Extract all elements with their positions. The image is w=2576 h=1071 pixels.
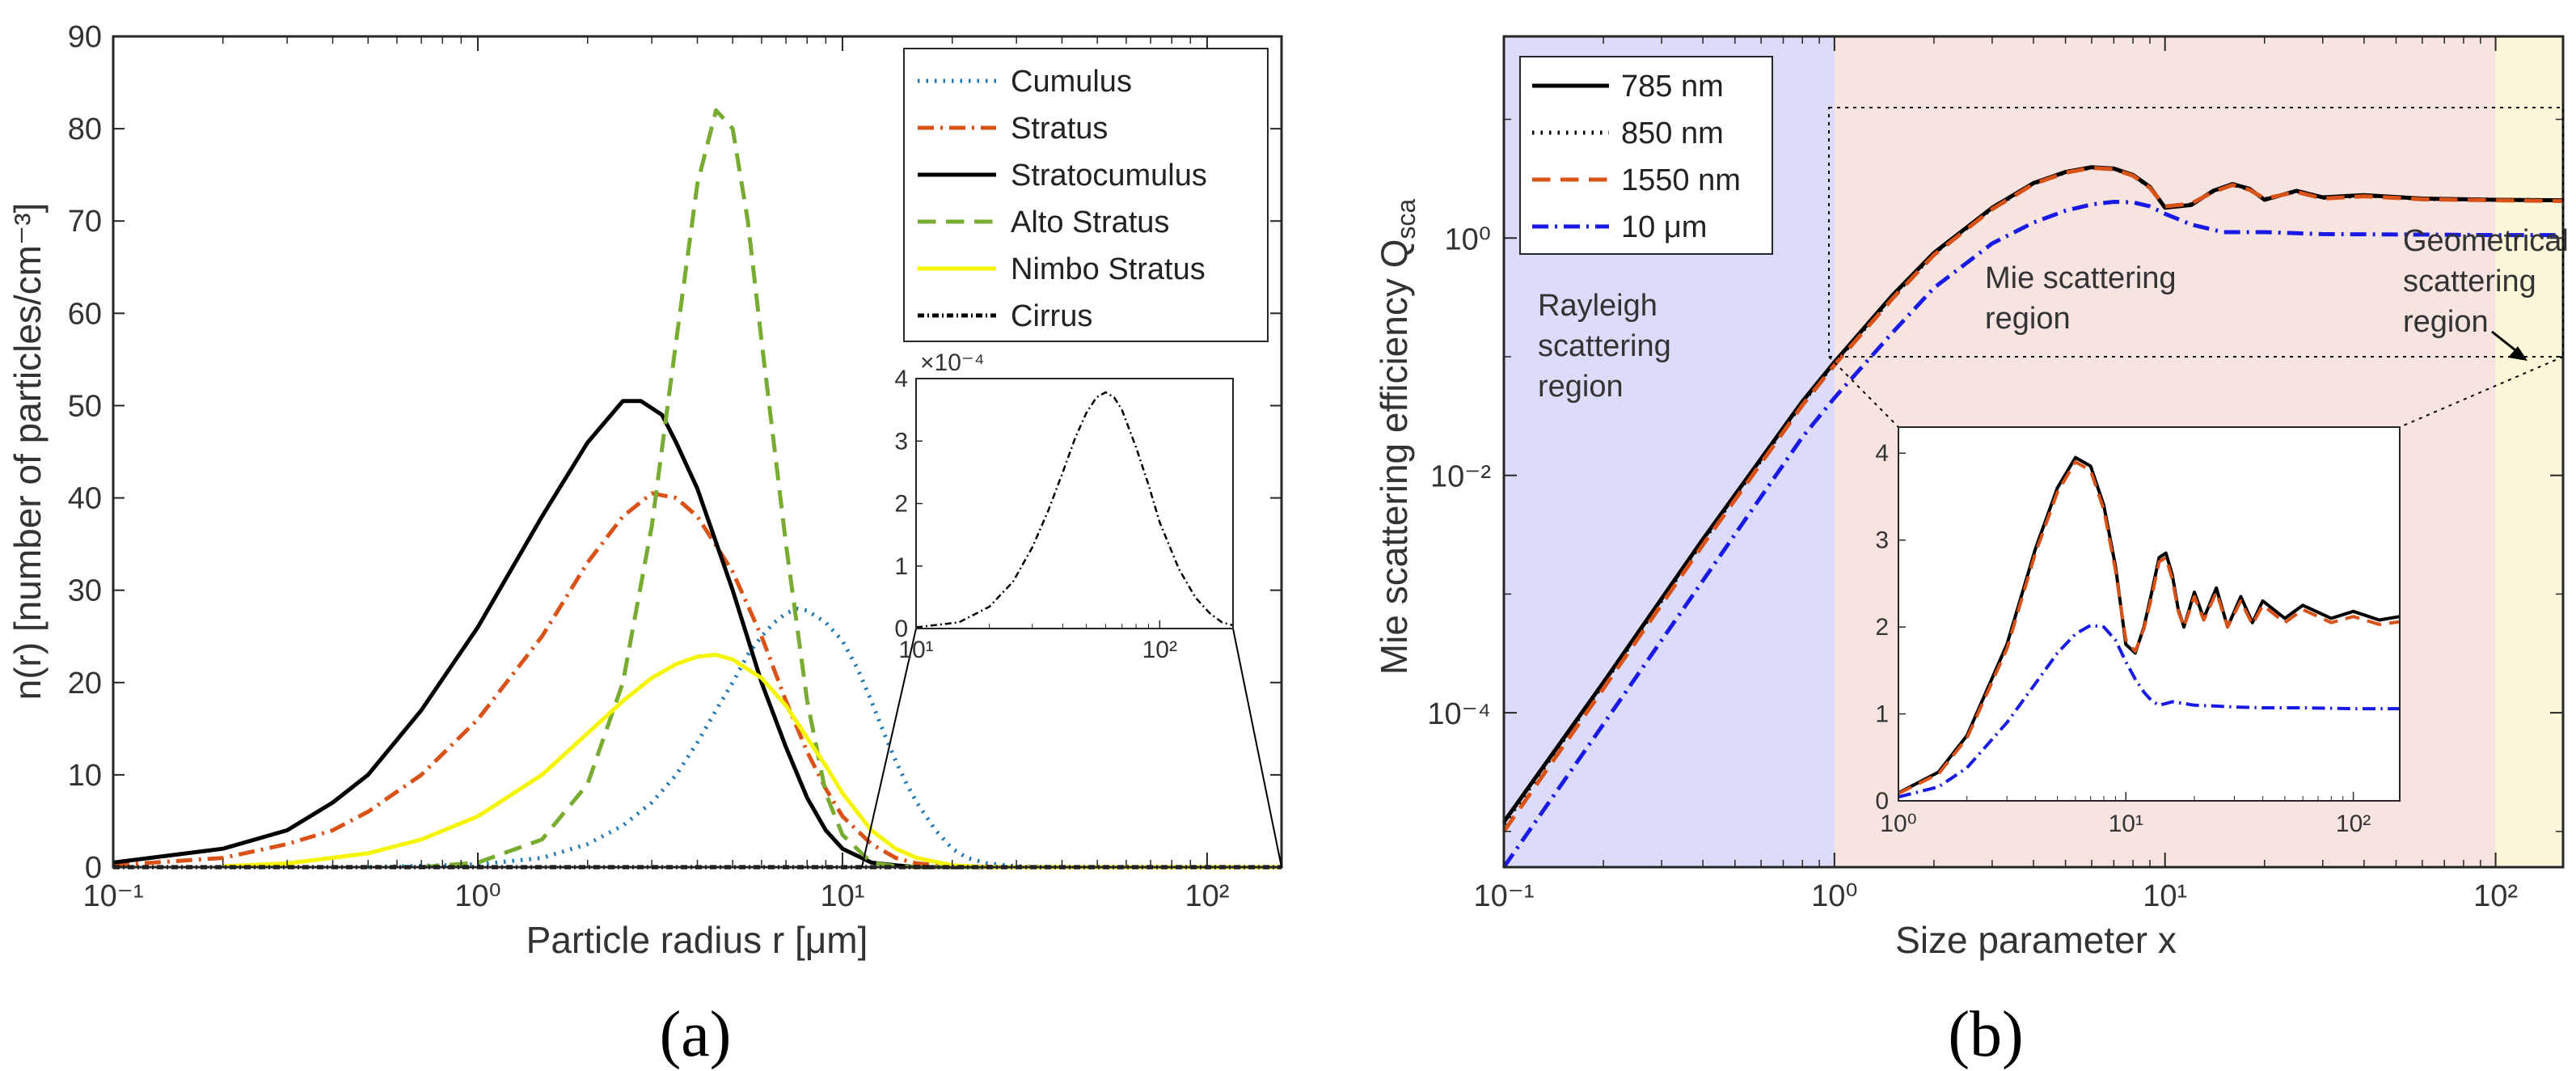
panel-a-inset-y-tick-1: 1 (894, 553, 908, 580)
panel-a-y-tick-80: 80 (68, 112, 102, 146)
panel-b-y-tick-10: 10⁻² (1430, 460, 1491, 494)
panel-a-legend-label-stratocumulus: Stratocumulus (1011, 159, 1207, 193)
panel-b-zoom-rect (1828, 107, 2564, 358)
panel-b-legend-label-850-nm: 850 nm (1621, 116, 1724, 150)
panel-b-y-axis-title: Mie scattering efficiency Qsca (1373, 199, 1421, 675)
panel-a-legend: Cumulus Stratus Stratocumulus Alto Stratus N… (903, 48, 1269, 342)
panel-a-y-tick-60: 60 (68, 297, 102, 331)
panel-a-y-tick-70: 70 (68, 205, 102, 239)
panel-a-y-tick-30: 30 (68, 574, 102, 608)
panel-a-x-axis-title: Particle radius r [μm] (526, 919, 868, 961)
panel-a-inset-y-tick-2: 2 (894, 491, 908, 518)
panel-b-legend-label-10-m: 10 μm (1621, 210, 1707, 244)
panel-b-legend-label-1550-nm: 1550 nm (1621, 163, 1741, 197)
panel-b-inset-series-10-m (1898, 624, 2400, 799)
panel-b-legend: 785 nm 850 nm 1550 nm 10 μm (1519, 56, 1773, 255)
panel-b-x-tick-10: 10⁻¹ (1474, 879, 1535, 913)
panel-b-series-10-m (1501, 200, 2563, 869)
panel-a-legend-label-nimbo-stratus: Nimbo Stratus (1011, 252, 1206, 286)
panel-a-y-axis-title: n(r) [number of particles/cm⁻³] (6, 203, 49, 701)
panel-a-zoom-line-right (1232, 628, 1282, 868)
panel-b-zoom-line-left (1828, 356, 1899, 428)
panel-a-inset-scale-label: ×10⁻⁴ (920, 349, 985, 376)
panel-a-inset-series-cirrus (915, 391, 1234, 629)
panel-b-x-tick-10: 10⁰ (1811, 879, 1858, 913)
panel-a-inset-y-tick-3: 3 (894, 428, 908, 455)
panel-b-x-tick-10: 10² (2473, 879, 2518, 913)
panel-a-series-alto-stratus (420, 108, 1282, 870)
panel-b-inset: 0 1 2 3 4 10⁰ 10¹ 10² (1875, 426, 2401, 837)
panel-b-inset-series-785-nm (1898, 455, 2401, 795)
panel-a-y-tick-20: 20 (68, 667, 102, 701)
panel-b-y-axis-title-main: Mie scattering efficiency Q (1373, 239, 1415, 675)
panel-b-inset-y-tick-3: 3 (1875, 527, 1889, 554)
panel-a-inset-x-tick-10: 10² (1142, 637, 1177, 663)
panel-b-inset-y-tick-4: 4 (1875, 440, 1889, 467)
panel-b-inset-y-tick-2: 2 (1875, 614, 1889, 641)
panel-b-x-tick-10: 10¹ (2143, 879, 2187, 913)
panel-a-y-tick-90: 90 (68, 20, 102, 54)
panel-b-series-785-nm (1501, 165, 2564, 823)
panel-b-inset-series-1550-nm (1898, 460, 2401, 795)
panel-a-y-tick-50: 50 (68, 389, 102, 423)
panel-a-legend-label-cumulus: Cumulus (1011, 65, 1132, 99)
panel-b-region-geometrical-scattering-region (2495, 36, 2563, 867)
panel-a-series-nimbo-stratus (222, 653, 1282, 870)
panel-a-x-tick-10: 10¹ (821, 879, 865, 913)
panel-a-inset-y-tick-0: 0 (894, 616, 908, 642)
panel-a-zoom-line-left (861, 628, 917, 868)
panel-b-inset-x-tick-10: 10² (2336, 811, 2371, 837)
panel-b-chart: 10⁻⁴ 10⁻² 10⁰ 10⁻¹ 10⁰ 10¹ 10² Size parameter … (1373, 35, 2569, 1070)
panel-b-label: (b) (1948, 999, 2023, 1070)
panel-a-inset-y-tick-4: 4 (894, 366, 908, 392)
panel-a-y-tick-0: 0 (85, 851, 102, 885)
panel-a-label: (a) (660, 999, 732, 1070)
panel-b-inset-x-tick-10: 10¹ (2109, 811, 2143, 837)
panel-b-y-tick-10: 10⁻⁴ (1427, 697, 1491, 731)
panel-a-inset-x-tick-10: 10¹ (898, 637, 933, 663)
panel-a-y-tick-40: 40 (68, 482, 102, 516)
panel-a-inset: 0 1 2 3 4 10¹ 10² ×10⁻⁴ (894, 349, 1234, 663)
panel-a-x-tick-10: 10⁰ (454, 879, 501, 913)
panel-b-inset-x-tick-10: 10⁰ (1880, 811, 1916, 837)
panel-a-legend-label-cirrus: Cirrus (1011, 299, 1092, 333)
panel-b-zoom-line-right (2399, 356, 2564, 428)
panel-a-x-tick-10: 10⁻¹ (83, 879, 144, 913)
panel-b-y-axis-title-sub: sca (1391, 199, 1421, 239)
panel-b-inset-y-tick-1: 1 (1875, 701, 1889, 728)
panel-b-region-label-geometrical-scattering-region: Geometrical scattering region (2403, 224, 2569, 339)
panel-b-geometrical-arrow-head (2508, 346, 2527, 361)
panel-a-legend-label-stratus: Stratus (1011, 112, 1108, 146)
panel-b-legend-label-785-nm: 785 nm (1621, 70, 1724, 104)
panel-a-x-tick-10: 10² (1185, 879, 1229, 913)
panel-b-region-label-mie-scattering-region: Mie scattering region (1985, 261, 2177, 336)
panel-b-inset-y-tick-0: 0 (1875, 788, 1889, 815)
panel-b-region-label-rayleigh-scattering-region: Rayleigh scattering region (1538, 289, 1671, 404)
panel-a-y-tick-10: 10 (68, 759, 102, 793)
panel-b-x-axis-title: Size parameter x (1895, 919, 2177, 961)
panel-a-legend-label-alto-stratus: Alto Stratus (1011, 205, 1169, 239)
panel-b-y-tick-10: 10⁰ (1444, 222, 1491, 256)
